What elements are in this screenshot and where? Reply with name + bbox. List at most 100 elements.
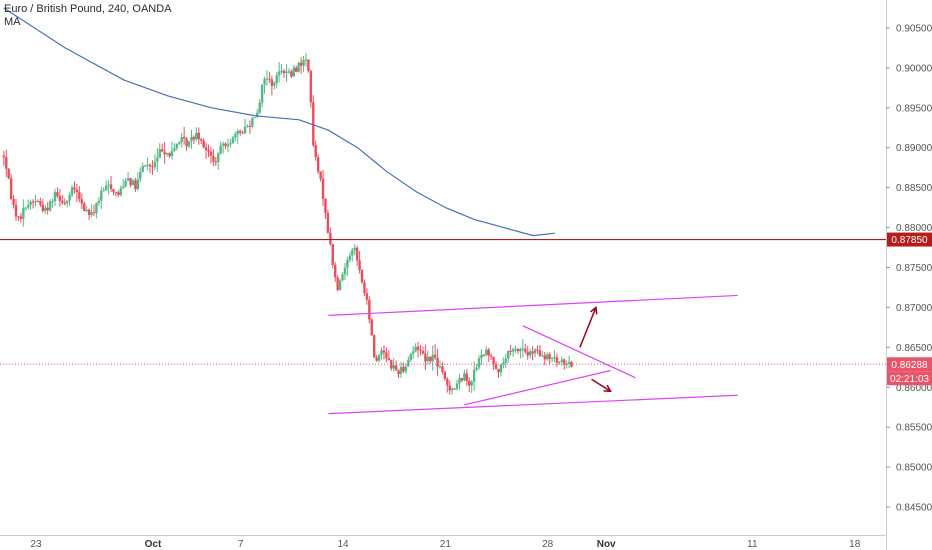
candle-body — [502, 362, 505, 365]
candle-body — [458, 377, 461, 384]
candle-body — [158, 149, 161, 158]
candle-body — [165, 153, 169, 155]
candle-body — [270, 79, 274, 86]
candle-body — [187, 141, 191, 147]
candle-body — [200, 139, 203, 141]
candle-body — [131, 180, 135, 185]
candle-body — [277, 71, 281, 76]
candle-body — [58, 196, 62, 201]
candle-body — [214, 161, 218, 163]
x-tick-label: 28 — [542, 539, 554, 550]
candle-body — [560, 359, 564, 362]
countdown-tag-text: 02:21:03 — [890, 374, 929, 385]
candle-body — [12, 199, 15, 205]
trendline — [328, 294, 738, 317]
candle-body — [70, 187, 74, 196]
y-tick-label: 0.90000 — [896, 63, 932, 74]
candle-body — [492, 356, 495, 365]
candle-body — [363, 282, 366, 294]
candle-body — [531, 351, 534, 354]
candle-body — [161, 149, 164, 152]
candle-body — [295, 67, 298, 72]
candle-body — [217, 153, 220, 163]
candle-body — [226, 144, 230, 147]
candle-body — [558, 361, 561, 363]
candle-body — [360, 269, 364, 283]
candle-body — [202, 140, 205, 148]
candle-body — [109, 184, 113, 190]
candle-body — [246, 125, 249, 127]
candle-body — [102, 190, 105, 192]
candle-body — [553, 357, 556, 359]
candle-body — [265, 78, 269, 80]
candle-body — [175, 143, 179, 149]
candle-body — [197, 132, 200, 140]
candle-body — [124, 180, 127, 187]
price-tags: 0.87850 0.86288 02:21:03 — [887, 232, 932, 386]
arrow-shaft — [579, 307, 597, 348]
candle-body — [231, 137, 235, 144]
candle-body — [368, 299, 371, 320]
y-tick-label: 0.86000 — [896, 383, 932, 394]
time-axis[interactable]: 23 Oct 7 14 21 28 Nov 11 18 — [30, 539, 860, 550]
chart-legend: Euro / British Pound, 240, OANDA MA — [4, 3, 172, 29]
candle-body — [570, 361, 573, 367]
candle-body — [185, 138, 188, 147]
candle-body — [438, 366, 442, 368]
candle-body — [87, 209, 91, 216]
candle-body — [44, 207, 47, 211]
candle-body — [136, 179, 140, 190]
y-tick-label: 0.90500 — [896, 23, 932, 34]
candle-body — [431, 354, 434, 362]
candle-body — [41, 204, 45, 211]
candle-body — [446, 378, 449, 386]
candle-body — [511, 349, 515, 352]
candle-body — [75, 189, 79, 193]
candle-body — [190, 136, 193, 142]
candle-body — [19, 216, 23, 219]
candle-body — [331, 244, 334, 265]
candle-body — [48, 201, 52, 211]
price-axis[interactable]: 0.84500 0.85000 0.85500 0.86000 0.86500 0.870… — [886, 23, 932, 514]
candle-body — [365, 293, 369, 300]
symbol-title[interactable]: Euro / British Pound, 240, OANDA — [4, 3, 172, 15]
candle-body — [429, 356, 432, 362]
candle-body — [468, 380, 471, 386]
candle-body — [334, 264, 337, 278]
candle-body — [343, 267, 347, 275]
candle-body — [73, 187, 76, 190]
candle-body — [514, 348, 517, 350]
candle-body — [114, 191, 118, 193]
candle-body — [178, 142, 181, 144]
candle-body — [9, 178, 13, 200]
candle-body — [482, 354, 486, 356]
candle-body — [485, 349, 488, 355]
candle-body — [299, 62, 303, 66]
arrow-shaft — [591, 378, 611, 392]
candle-body — [312, 102, 315, 146]
candle-body — [224, 143, 227, 147]
candle-body — [163, 151, 166, 155]
candle-body — [416, 346, 420, 350]
candle-body — [236, 130, 239, 134]
candle-body — [338, 280, 342, 291]
candle-body — [39, 201, 42, 205]
candle-body — [119, 188, 122, 195]
candle-body — [263, 78, 266, 85]
x-tick-label: 18 — [849, 539, 861, 550]
candle-body — [516, 348, 520, 352]
indicator-label-ma[interactable]: MA — [4, 16, 21, 28]
candle-body — [358, 260, 361, 270]
candle-body — [448, 385, 451, 391]
candle-body — [51, 201, 54, 203]
candle-body — [433, 354, 437, 358]
candle-body — [565, 363, 568, 365]
candle-body — [470, 381, 473, 386]
candle-body — [260, 84, 264, 103]
candle-body — [385, 352, 388, 359]
candle-body — [65, 200, 69, 204]
candle-body — [53, 192, 57, 202]
candle-body — [390, 360, 393, 369]
candle-body — [355, 247, 359, 261]
